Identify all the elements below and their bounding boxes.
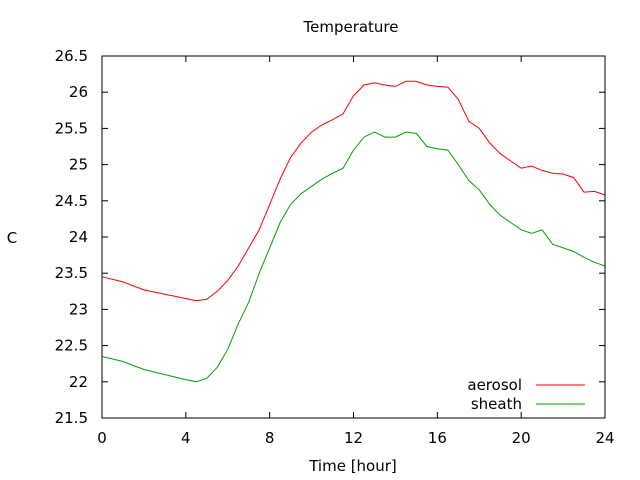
x-tick-label: 4 [181, 429, 191, 447]
y-tick-label: 23 [69, 300, 88, 318]
x-axis-label: Time [hour] [308, 457, 397, 475]
y-tick-label: 24 [69, 228, 88, 246]
series-line-aerosol [101, 80, 606, 302]
y-tick-label: 22 [69, 373, 88, 391]
y-tick-label: 26 [69, 83, 88, 101]
legend-label-sheath: sheath [471, 395, 522, 413]
x-tick-label: 8 [265, 429, 275, 447]
y-tick-label: 22.5 [55, 337, 88, 355]
x-tick-label: 0 [97, 429, 107, 447]
axis-ticks: 0 4 8 12 16 20 24 21.5 22 22.5 23 23.5 24 24.5 25 25.5 2… [55, 47, 615, 447]
x-tick-label: 16 [428, 429, 447, 447]
y-tick-label: 25 [69, 156, 88, 174]
y-tick-label: 24.5 [55, 192, 88, 210]
series-lines [101, 80, 606, 383]
y-tick-label: 25.5 [55, 119, 88, 137]
x-tick-label: 20 [512, 429, 531, 447]
y-axis-label: C [7, 229, 17, 247]
series-line-sheath [101, 131, 606, 383]
x-tick-label: 12 [344, 429, 363, 447]
y-tick-label: 23.5 [55, 264, 88, 282]
y-tick-label: 21.5 [55, 409, 88, 427]
x-tick-label: 24 [595, 429, 614, 447]
y-tick-label: 26.5 [55, 47, 88, 65]
plot-frame [101, 55, 606, 419]
chart-title: Temperature [302, 18, 398, 36]
legend-label-aerosol: aerosol [467, 376, 522, 394]
